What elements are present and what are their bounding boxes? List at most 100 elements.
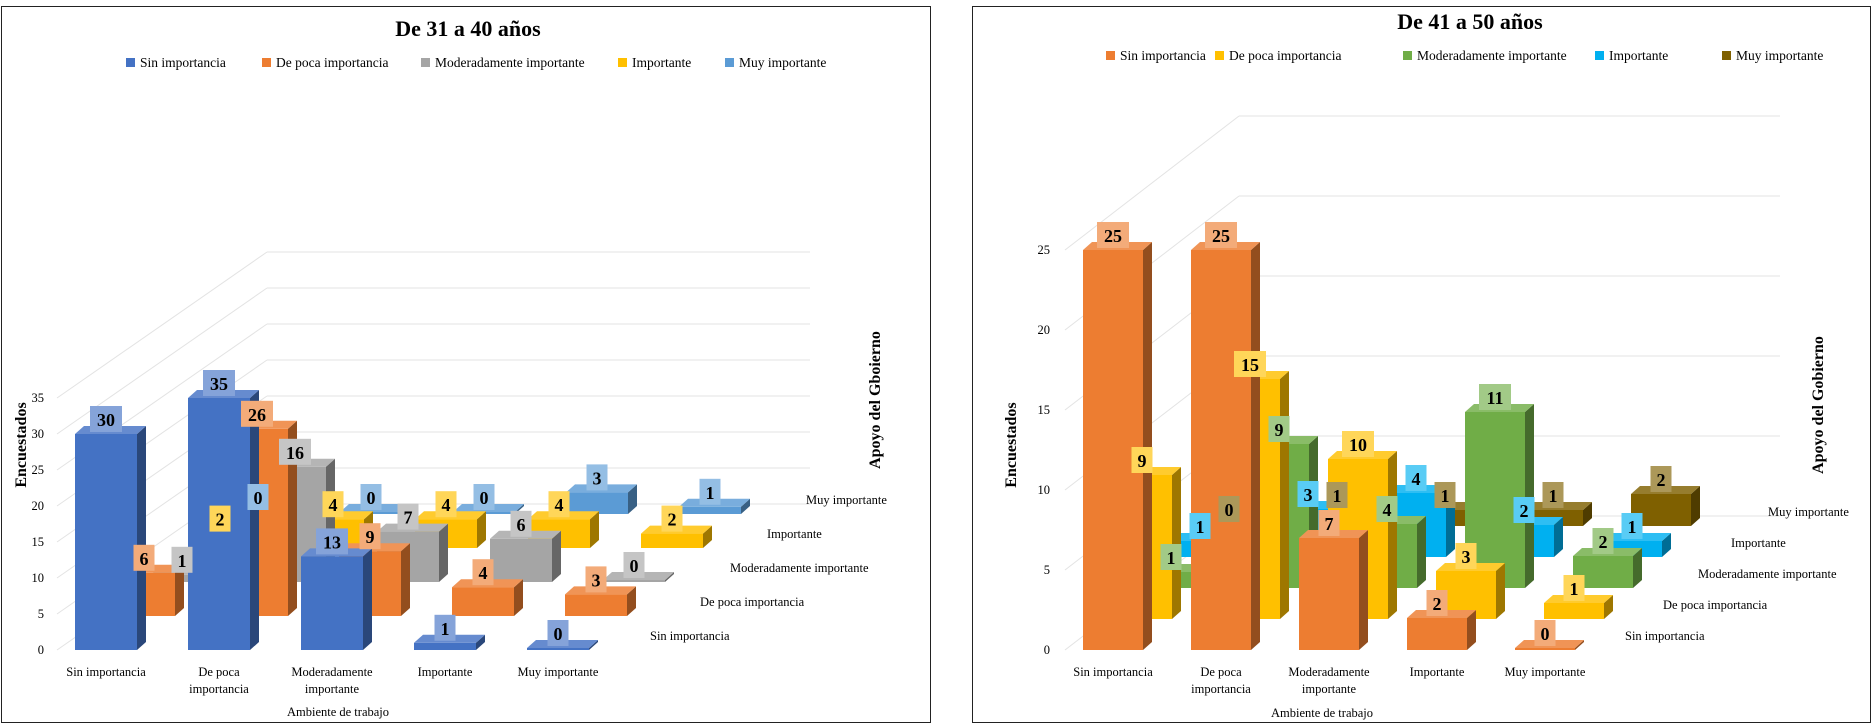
bar-side [628, 484, 637, 514]
legend-swatch [262, 58, 271, 67]
x-category-label: De poca [198, 665, 240, 679]
data-label: 1 [1549, 486, 1558, 506]
legend-swatch [618, 58, 627, 67]
bar-side [439, 523, 448, 582]
data-label: 1 [1196, 517, 1205, 537]
data-label: 4 [442, 495, 451, 515]
data-label-box [209, 505, 231, 532]
bar-side [1388, 451, 1397, 619]
bar-side [175, 564, 184, 616]
bar-side [1251, 242, 1260, 650]
bar-side [1554, 517, 1563, 557]
data-label-box [435, 491, 457, 518]
bar-front [301, 556, 363, 650]
data-label-box [1234, 351, 1266, 377]
data-label-box [510, 510, 532, 537]
x-category-label: Moderadamente [1288, 665, 1370, 679]
data-label: 9 [1138, 451, 1147, 471]
data-label: 1 [1333, 486, 1342, 506]
depth-category-label: De poca importancia [1663, 598, 1768, 612]
data-label: 10 [1349, 435, 1367, 455]
x-category-label: importancia [1191, 682, 1251, 696]
legend-entry: Moderadamente importante [1417, 48, 1567, 63]
y-tick-label: 25 [32, 463, 45, 477]
bar-front [566, 492, 628, 514]
bar-front [414, 642, 476, 650]
gridline-diag [56, 251, 268, 399]
x-category-label: Muy importante [1505, 665, 1586, 679]
y-tick-label: 25 [1038, 243, 1051, 257]
x-category-label: De poca [1200, 665, 1242, 679]
depth-category-label: Muy importante [1768, 505, 1849, 519]
bar-side [363, 548, 372, 650]
data-label: 6 [517, 515, 526, 535]
bar-side [288, 420, 297, 616]
data-label-box [623, 552, 645, 578]
chart-1: De 31 a 40 años Sin importancia De poca im… [13, 16, 887, 719]
data-label-box [1592, 528, 1614, 554]
bars [1083, 242, 1700, 650]
data-label-box [90, 406, 122, 432]
data-label: 2 [668, 510, 677, 530]
data-label-box [1376, 496, 1398, 522]
bar-front [641, 533, 703, 548]
data-label-box [316, 528, 348, 555]
chart-2: De 41 a 50 años Sin importancia De poca im… [1003, 9, 1849, 720]
bar-side [590, 511, 599, 548]
data-label-box [1160, 544, 1182, 570]
data-label-box [360, 484, 382, 510]
data-label-box [661, 505, 683, 532]
data-label-box [472, 559, 494, 586]
bar [452, 579, 523, 616]
data-label-box [1405, 465, 1427, 491]
data-label-box [1326, 482, 1348, 508]
bar-side [476, 634, 485, 650]
data-label: 35 [210, 374, 228, 394]
data-label-box [1534, 620, 1556, 646]
x-category-label: Muy importante [518, 665, 599, 679]
legend-entry: Importante [1609, 48, 1668, 63]
data-label: 1 [441, 619, 450, 639]
depth-axis-title: Apoyo del Gobierno [1810, 336, 1827, 474]
bar-side [741, 498, 750, 514]
legend-swatch [1403, 51, 1412, 60]
bar-side [589, 640, 598, 650]
legend-entry: Sin importancia [140, 55, 226, 70]
data-label-box [1542, 482, 1564, 508]
data-label-box [473, 484, 495, 510]
bar-front [565, 594, 627, 616]
data-label: 26 [248, 405, 266, 425]
data-label: 3 [593, 468, 602, 488]
data-label: 2 [1433, 594, 1442, 614]
data-label-box [1621, 513, 1643, 539]
bar-side [1575, 640, 1584, 650]
data-label-box [1297, 481, 1319, 507]
legend-entry: Moderadamente importante [435, 55, 585, 70]
data-label-box [1189, 513, 1211, 539]
data-label-box [171, 546, 193, 573]
data-label: 4 [1383, 500, 1392, 520]
y-tick-label: 10 [32, 571, 45, 585]
data-label: 0 [554, 624, 563, 644]
data-label: 4 [479, 563, 488, 583]
bar-side [1467, 610, 1476, 650]
data-label: 9 [366, 527, 375, 547]
x-axis-title: Ambiente de trabajo [287, 705, 389, 719]
depth-axis-title: Apoyo del Gboierno [867, 331, 884, 469]
data-label: 4 [1412, 469, 1421, 489]
data-label: 3 [1462, 547, 1471, 567]
data-label: 4 [329, 495, 338, 515]
bar-side [1172, 467, 1181, 619]
bar-front [679, 506, 741, 514]
data-label: 9 [1275, 420, 1284, 440]
bar-front [527, 648, 589, 650]
y-tick-label: 5 [1044, 563, 1050, 577]
y-tick-label: 5 [38, 607, 44, 621]
data-label: 13 [323, 532, 341, 552]
legend-entry: De poca importancia [1229, 48, 1341, 63]
bar-side [1633, 548, 1642, 588]
data-label: 4 [555, 495, 564, 515]
y-axis-title: Encuestados [13, 402, 30, 487]
